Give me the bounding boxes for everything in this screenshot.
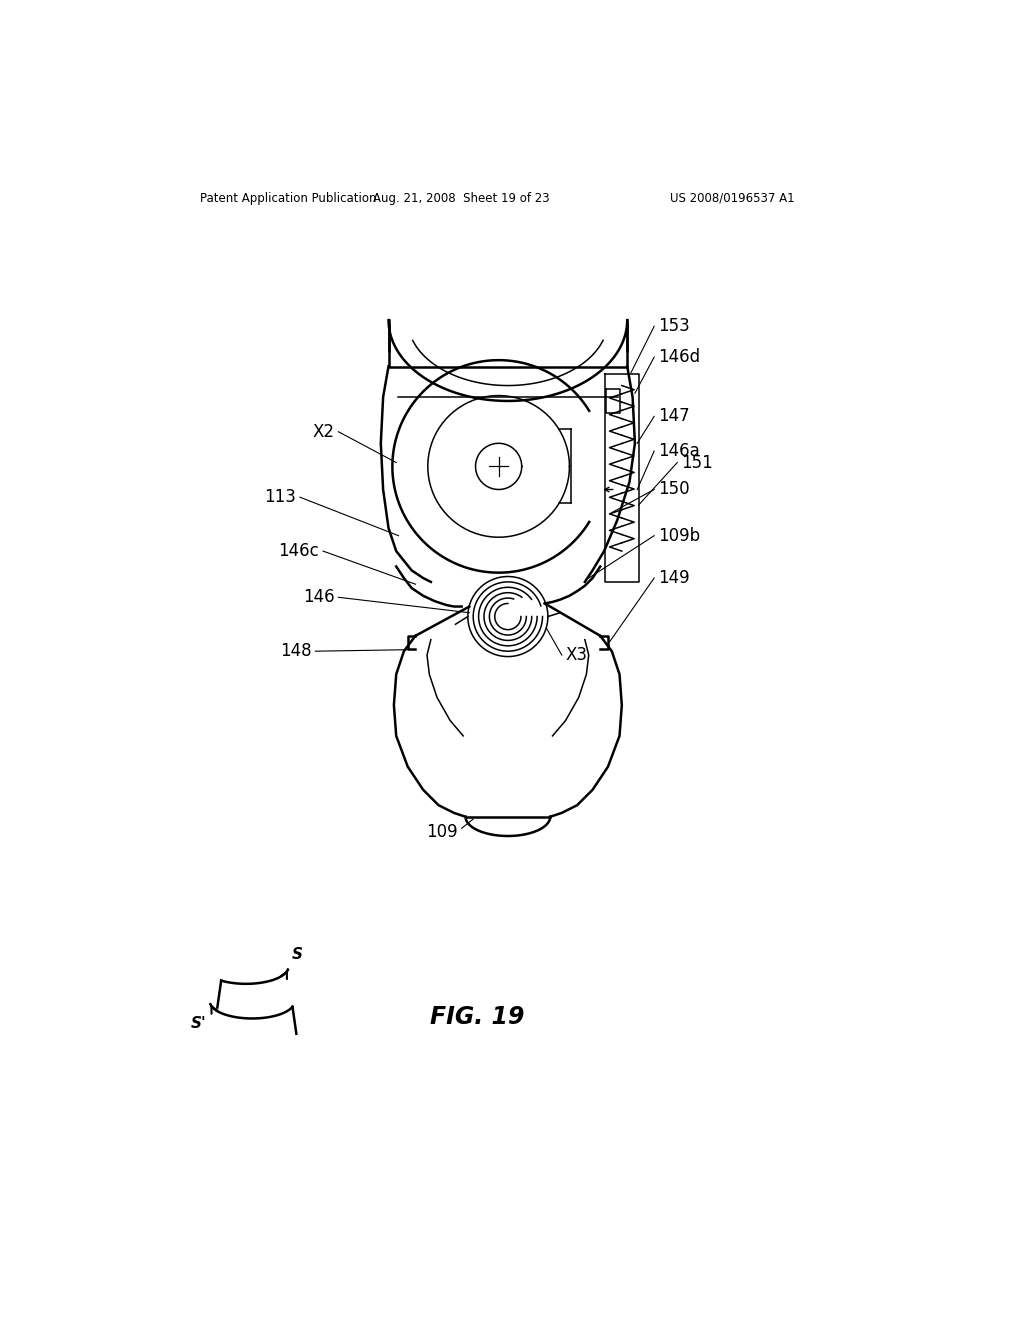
- Text: 113: 113: [264, 488, 296, 506]
- Text: 151: 151: [681, 454, 713, 471]
- Text: US 2008/0196537 A1: US 2008/0196537 A1: [670, 191, 795, 205]
- Text: X2: X2: [312, 422, 335, 441]
- Text: 153: 153: [658, 317, 690, 335]
- Text: Patent Application Publication: Patent Application Publication: [200, 191, 377, 205]
- Text: 148: 148: [280, 643, 311, 660]
- Text: 109: 109: [427, 824, 458, 841]
- Text: 147: 147: [658, 408, 689, 425]
- Text: S: S: [292, 946, 303, 962]
- Text: 149: 149: [658, 569, 689, 587]
- Text: 150: 150: [658, 480, 689, 499]
- Text: FIG. 19: FIG. 19: [430, 1005, 524, 1030]
- Text: 146d: 146d: [658, 348, 700, 366]
- Text: X3: X3: [565, 645, 588, 664]
- Text: 146: 146: [303, 589, 335, 606]
- Text: S': S': [190, 1016, 207, 1031]
- Text: 109b: 109b: [658, 527, 700, 545]
- Text: 146c: 146c: [279, 543, 319, 560]
- Text: Aug. 21, 2008  Sheet 19 of 23: Aug. 21, 2008 Sheet 19 of 23: [374, 191, 550, 205]
- Text: 146a: 146a: [658, 442, 699, 459]
